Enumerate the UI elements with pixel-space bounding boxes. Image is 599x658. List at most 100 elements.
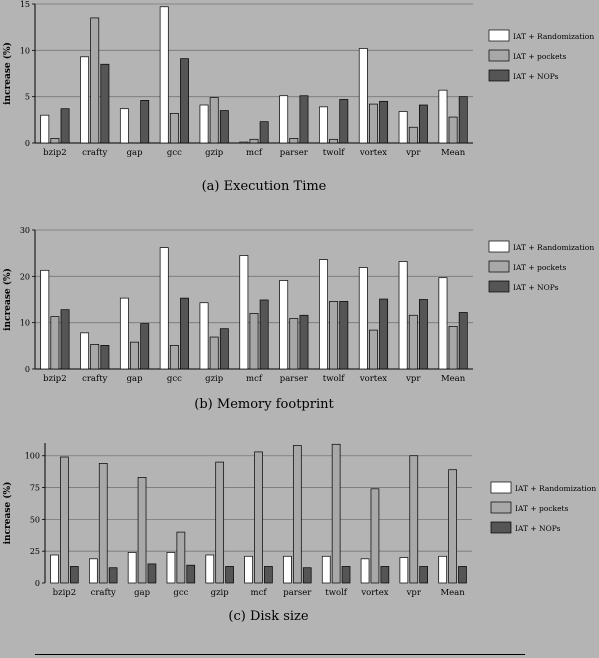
bar-vpr-series-2	[408, 126, 418, 144]
bar-gzip-series-3	[219, 328, 229, 370]
bar-mcf-series-1	[239, 141, 249, 144]
bar-vpr-series-1	[398, 111, 408, 144]
legend-swatch	[490, 481, 512, 494]
bar-gap-series-1	[119, 108, 129, 144]
bar-bzip2-series-2	[50, 316, 60, 370]
x-tick-label: gap	[134, 588, 151, 598]
x-tick-label: twolf	[323, 374, 346, 384]
bar-vortex-series-3	[379, 100, 389, 144]
y-axis-label: increase (%)	[2, 268, 13, 331]
y-tick-label: 10	[20, 319, 30, 328]
legend-label: IAT + pockets	[513, 52, 567, 61]
bar-bzip2-series-1	[40, 114, 50, 144]
bar-parser-series-2	[292, 445, 302, 584]
bar-Mean-series-1	[438, 555, 448, 584]
legend-swatch	[488, 240, 510, 253]
bar-vortex-series-3	[379, 298, 389, 370]
x-tick-label: vpr	[405, 148, 421, 158]
y-axis-label: increase (%)	[2, 482, 13, 545]
legend-swatch	[490, 521, 512, 534]
bar-gcc-series-2	[176, 531, 186, 584]
x-tick-label: mcf	[246, 148, 263, 158]
bar-gzip-series-3	[219, 110, 229, 144]
legend-label: IAT + NOPs	[513, 283, 559, 292]
y-tick-label: 50	[30, 515, 40, 524]
bar-mcf-series-1	[239, 255, 249, 370]
x-tick-label: gzip	[211, 588, 230, 598]
bar-Mean-series-3	[458, 312, 468, 370]
x-tick-label: twolf	[323, 148, 346, 158]
x-tick-label: mcf	[246, 374, 263, 384]
chart-title: (b) Memory footprint	[194, 397, 334, 412]
bar-gcc-series-1	[166, 552, 176, 584]
legend-swatch	[488, 260, 510, 273]
bar-crafty-series-3	[100, 345, 110, 370]
bar-vortex-series-1	[358, 48, 368, 144]
y-tick-label: 5	[25, 93, 30, 102]
bar-mcf-series-3	[264, 566, 273, 584]
bar-vpr-series-2	[408, 314, 418, 370]
chart-3: 0 25 50 75 100 increase (%) bzip2 crafty gap gcc g…	[2, 443, 596, 624]
x-tick-label: vortex	[360, 588, 388, 598]
bar-vpr-series-2	[409, 455, 419, 584]
bar-gcc-series-1	[159, 6, 169, 144]
legend: IAT + Randomization IAT + pockets IAT + NO…	[488, 240, 594, 293]
bar-Mean-series-2	[448, 326, 458, 370]
bar-parser-series-2	[289, 318, 299, 370]
bar-Mean-series-3	[458, 96, 468, 144]
bar-gap-series-3	[140, 100, 150, 144]
bar-twolf-series-1	[321, 555, 331, 584]
x-tick-label: mcf	[251, 588, 268, 598]
x-tick-label: gzip	[205, 374, 224, 384]
y-axis-label: increase (%)	[2, 42, 13, 105]
bar-crafty-series-3	[108, 567, 118, 584]
bar-gcc-series-2	[169, 112, 179, 144]
x-tick-label: crafty	[82, 148, 107, 158]
x-tick-label: vpr	[405, 374, 421, 384]
bar-bzip2-series-3	[60, 309, 70, 370]
bar-Mean-series-1	[438, 277, 448, 370]
bar-twolf-series-2	[331, 443, 341, 584]
bar-gcc-series-3	[180, 297, 189, 370]
bar-crafty-series-1	[80, 56, 90, 144]
bar-vortex-series-1	[358, 267, 368, 370]
bar-parser-series-1	[279, 95, 289, 144]
bar-mcf-series-2	[254, 451, 263, 584]
bar-Mean-series-3	[458, 566, 467, 584]
bar-crafty-series-3	[100, 63, 110, 144]
bar-crafty-series-2	[98, 463, 108, 584]
bar-mcf-series-3	[259, 121, 269, 144]
y-tick-label: 10	[20, 46, 30, 55]
bar-mcf-series-1	[244, 555, 253, 584]
legend-label: IAT + Randomization	[515, 484, 596, 493]
legend-swatch	[490, 501, 512, 514]
chart-title: (a) Execution Time	[202, 179, 327, 194]
bar-mcf-series-2	[249, 313, 259, 370]
bar-crafty-series-1	[80, 332, 90, 370]
legend-label: IAT + NOPs	[515, 524, 561, 533]
bar-Mean-series-1	[438, 89, 448, 144]
bar-mcf-series-2	[249, 138, 259, 144]
x-tick-label: gap	[127, 374, 144, 384]
bar-vortex-series-1	[360, 558, 370, 584]
bottom-rule	[35, 654, 525, 655]
x-tick-label: Mean	[441, 374, 466, 384]
bar-gzip-series-1	[199, 104, 209, 144]
bar-gcc-series-1	[159, 247, 169, 370]
bar-gzip-series-1	[205, 554, 215, 584]
bar-parser-series-1	[279, 280, 289, 370]
bar-gap-series-3	[140, 323, 150, 370]
y-tick-label: 0	[25, 139, 30, 148]
bar-gcc-series-3	[180, 58, 189, 144]
legend-swatch	[488, 280, 510, 293]
bar-gzip-series-3	[225, 566, 234, 584]
y-tick-label: 75	[30, 484, 40, 493]
y-tick-label: 0	[35, 579, 40, 588]
bar-crafty-series-2	[90, 17, 100, 144]
bar-gap-series-2	[130, 341, 139, 370]
x-tick-label: gcc	[167, 374, 182, 384]
bar-bzip2-series-3	[69, 566, 79, 584]
bar-vpr-series-3	[418, 299, 428, 370]
bar-gzip-series-2	[209, 97, 219, 144]
x-tick-label: Mean	[440, 588, 465, 598]
